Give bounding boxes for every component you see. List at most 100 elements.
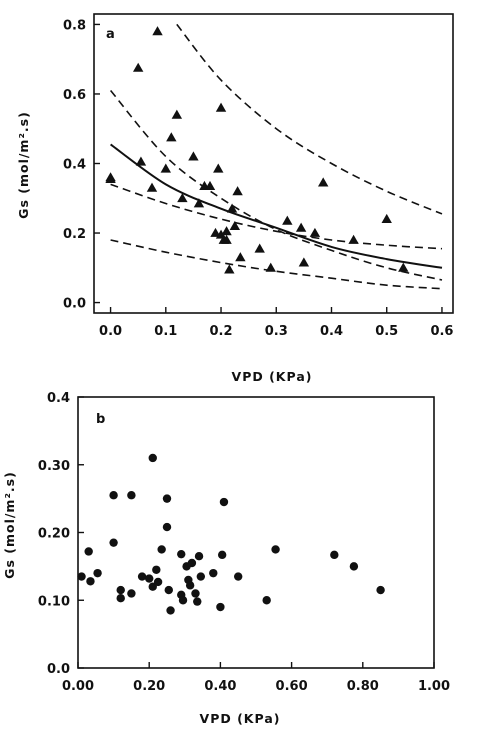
data-point [187, 558, 197, 568]
data-point [381, 213, 392, 224]
data-point [262, 596, 271, 605]
data-point [188, 151, 199, 161]
data-point [178, 596, 188, 605]
data-point [193, 597, 202, 606]
data-point [217, 550, 227, 560]
data-point [232, 186, 243, 196]
panel-label: b [96, 412, 105, 427]
data-point [116, 594, 125, 603]
y-axis-ticks: 0.0 0.2 0.4 0.6 0.8 [63, 18, 100, 312]
data-point [164, 585, 173, 595]
data-point [77, 572, 86, 581]
x-tick-label: 1.00 [418, 679, 450, 694]
data-point [86, 577, 95, 586]
data-point [127, 589, 136, 598]
data-point [271, 545, 280, 554]
data-point [215, 102, 227, 112]
data-point [282, 215, 293, 225]
data-point [349, 562, 359, 571]
data-point [204, 180, 216, 190]
data-point [254, 243, 265, 253]
x-axis-ticks: 0.0 0.1 0.2 0.3 0.4 0.5 0.6 [99, 307, 453, 339]
confidence-curve [110, 239, 443, 290]
data-point [162, 522, 172, 532]
data-point [177, 549, 186, 559]
data-point [348, 234, 359, 244]
x-axis-title: VPD (KPa) [200, 711, 281, 726]
data-point [265, 262, 276, 272]
data-point [109, 491, 118, 500]
x-tick-label: 0.3 [265, 324, 288, 339]
y-tick-label: 0.2 [63, 227, 86, 242]
data-point [191, 589, 200, 598]
data-point [318, 177, 329, 187]
data-point [221, 234, 232, 244]
data-point [153, 577, 163, 587]
x-tick-label: 0.6 [430, 324, 453, 339]
data-point [157, 545, 166, 554]
x-tick-label: 0.60 [276, 679, 308, 694]
y-tick-label: 0.6 [63, 88, 86, 103]
data-point [152, 565, 161, 574]
data-point [116, 585, 125, 595]
data-point [145, 574, 154, 583]
data-point [224, 264, 235, 274]
data-point [309, 227, 321, 237]
data-point [109, 538, 118, 547]
data-point [213, 163, 224, 173]
confidence-curve [109, 89, 443, 281]
y-tick-label: 0.4 [63, 158, 86, 173]
data-point [171, 109, 183, 119]
x-tick-label: 0.40 [204, 679, 236, 694]
panel-label: a [106, 27, 115, 42]
data-point [137, 572, 147, 581]
y-axis-title: Gs (mol/m².s) [2, 471, 17, 579]
x-tick-label: 0.80 [347, 679, 379, 694]
x-axis-ticks: 0.00 0.20 0.40 0.60 0.80 1.00 [62, 662, 450, 694]
panel-a: a Gs (mol/m².s) VPD (KPa) 0.0 0.1 0.2 0.3 0.… [16, 13, 454, 384]
data-point [84, 547, 93, 556]
y-tick-label: 0.0 [63, 297, 86, 312]
data-points [105, 26, 409, 274]
data-point [234, 572, 243, 581]
y-axis-title: Gs (mol/m².s) [16, 111, 31, 219]
x-tick-label: 0.20 [133, 679, 165, 694]
y-axis-ticks: 0.0 0.10 0.20 0.30 0.4 [38, 391, 84, 677]
x-tick-label: 0.2 [210, 324, 233, 339]
y-tick-label: 0.10 [38, 594, 70, 609]
data-point [132, 62, 144, 72]
y-tick-label: 0.30 [38, 459, 70, 474]
fit-curves [109, 23, 443, 290]
data-point [127, 491, 136, 500]
data-point [298, 257, 310, 267]
data-point [162, 494, 172, 503]
data-point [105, 173, 116, 184]
data-point [135, 156, 147, 166]
y-tick-label: 0.4 [47, 391, 70, 406]
data-point [376, 585, 385, 595]
data-point [330, 550, 339, 560]
x-tick-label: 0.1 [154, 324, 177, 339]
data-point [194, 552, 204, 561]
data-point [185, 581, 195, 590]
x-tick-label: 0.00 [62, 679, 94, 694]
y-tick-label: 0.0 [47, 662, 70, 677]
data-point [226, 203, 238, 213]
data-point [210, 227, 221, 237]
confidence-curve [110, 183, 443, 250]
data-point [160, 163, 171, 173]
data-point [209, 568, 218, 578]
plot-frame [77, 396, 435, 669]
data-point [221, 226, 232, 236]
data-point [177, 193, 188, 203]
data-point [152, 26, 163, 36]
regression-curve [110, 143, 443, 269]
data-point [219, 497, 229, 507]
y-tick-label: 0.8 [63, 18, 86, 33]
x-tick-label: 0.5 [375, 324, 398, 339]
data-points [77, 453, 385, 615]
data-point [146, 182, 158, 192]
data-point [166, 132, 177, 142]
data-point [193, 198, 205, 208]
